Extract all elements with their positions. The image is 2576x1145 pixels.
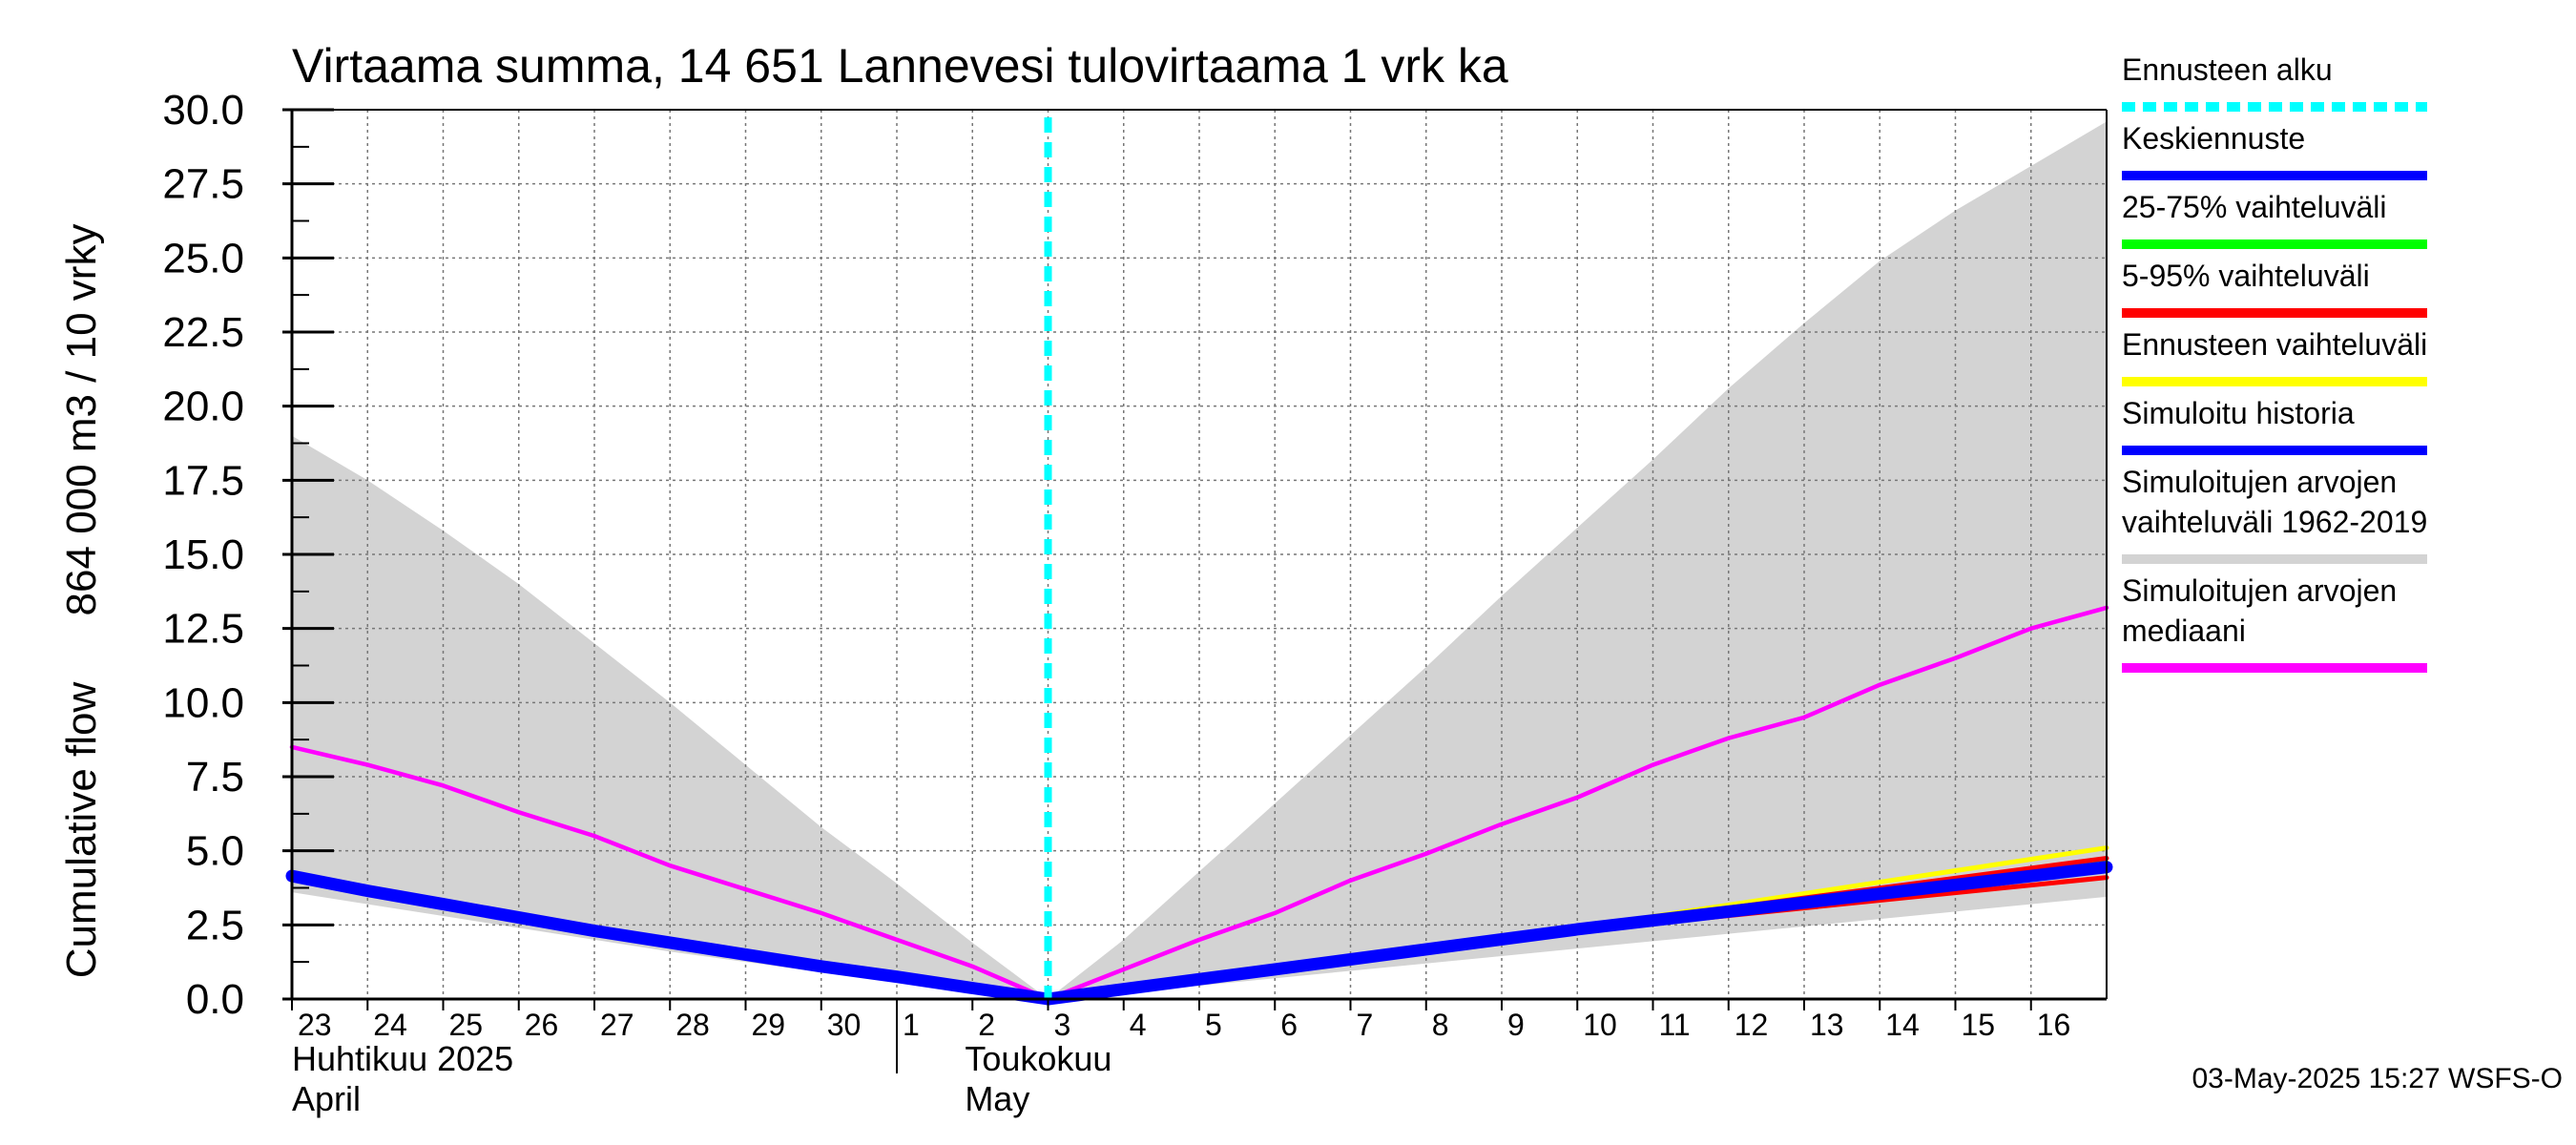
legend-label: Simuloitu historia [2122,396,2355,430]
x-tick-label: 10 [1583,1008,1617,1042]
x-tick-label: 11 [1659,1008,1691,1042]
y-tick-label: 22.5 [162,309,244,356]
x-tick-label: 2 [978,1008,995,1042]
legend-label: Simuloitujen arvojen [2122,573,2397,608]
x-tick-label: 24 [373,1008,407,1042]
y-tick-label: 2.5 [186,902,244,948]
legend-label: mediaani [2122,614,2246,648]
series-line-keskiennuste [1042,861,2113,1006]
y-tick-label: 20.0 [162,384,244,430]
x-tick-label: 8 [1432,1008,1449,1042]
y-tick-label: 10.0 [162,679,244,726]
chart-title: Virtaama summa, 14 651 Lannevesi tulovir… [292,39,1508,93]
legend-label: 25-75% vaihteluväli [2122,190,2387,224]
grid-layer [292,109,2107,999]
x-tick-label: 12 [1735,1008,1769,1042]
y-tick-label: 25.0 [162,235,244,281]
x-tick-label: 14 [1885,1008,1920,1042]
x-tick-label: 23 [298,1008,332,1042]
legend-label: Ennusteen alku [2122,52,2333,87]
y-axis-label: 864 000 m3 / 10 vrky [58,224,105,616]
y-tick-label: 5.0 [186,828,244,875]
x-tick-label: 7 [1357,1008,1374,1042]
x-tick-label: 9 [1507,1008,1525,1042]
legend-label: Keskiennuste [2122,121,2305,156]
y-tick-label: 17.5 [162,457,244,504]
month-label-local: Toukokuu [965,1039,1111,1078]
y-axis-label-english: Cumulative flow [58,682,105,979]
x-tick-label: 27 [600,1008,634,1042]
series-line-simuloitu-historia [285,869,1054,1006]
month-label-english: May [965,1079,1029,1118]
legend-label: Ennusteen vaihteluväli [2122,327,2427,362]
month-label-local: Huhtikuu 2025 [292,1039,513,1078]
series-line-simuloitujen-arvojen-mediaani [289,605,2109,1002]
legend-label: Simuloitujen arvojen [2122,465,2397,499]
y-tick-label: 0.0 [186,976,244,1023]
x-tick-label: 5 [1205,1008,1222,1042]
legend: Ennusteen alku Keskiennuste 25-75% vaihtel… [2122,52,2427,673]
month-label-english: April [292,1079,361,1118]
y-tick-label: 7.5 [186,754,244,801]
x-tick-label: 29 [752,1008,786,1042]
legend-label: 5-95% vaihteluväli [2122,259,2370,293]
y-tick-label: 30.0 [162,87,244,134]
x-tick-label: 26 [525,1008,559,1042]
x-tick-label: 28 [675,1008,710,1042]
series-layer [285,605,2113,1006]
x-tick-label: 3 [1054,1008,1071,1042]
x-tick-label: 6 [1280,1008,1298,1042]
x-tick-labels: 23 24 25 26 27 28 29 30 1 2 3 4 5 6 7 8 9 10 11 12 13 14 15 16 [291,999,2071,1042]
x-tick-label: 15 [1962,1008,1996,1042]
series-band-simuloitujen-arvojen-vaihteluv-li-1962-2019 [292,121,2107,1000]
x-tick-label: 16 [2037,1008,2071,1042]
y-tick-label: 27.5 [162,161,244,208]
footer-timestamp: 03-May-2025 15:27 WSFS-O [2192,1063,2564,1094]
x-tick-label: 4 [1130,1008,1147,1042]
x-tick-label: 13 [1810,1008,1844,1042]
variation-band-layer [292,121,2107,1000]
x-tick-label: 1 [903,1008,920,1042]
y-tick-label: 12.5 [162,606,244,653]
x-tick-label: 25 [449,1008,484,1042]
y-tick-label: 15.0 [162,531,244,578]
x-tick-label: 30 [827,1008,862,1042]
legend-label: vaihteluväli 1962-2019 [2122,505,2427,539]
y-tick-labels: 0.0 2.5 5.0 7.5 10.0 12.5 15.0 17.5 20.0 22.5 25.0… [162,87,334,1023]
